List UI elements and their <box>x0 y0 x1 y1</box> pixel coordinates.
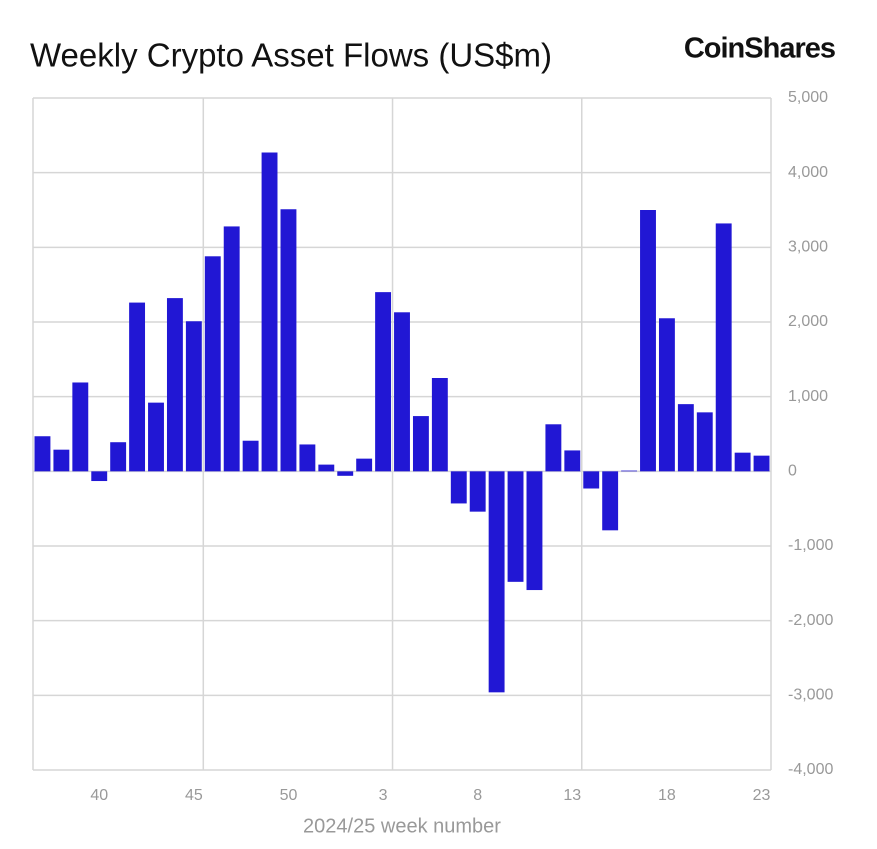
y-tick-label: -3,000 <box>788 687 833 704</box>
bar <box>715 223 732 472</box>
x-tick-label: 50 <box>280 787 298 804</box>
x-tick-label: 3 <box>379 787 388 804</box>
bar <box>375 292 392 472</box>
x-tick-label: 18 <box>658 787 676 804</box>
bar <box>91 471 108 482</box>
bar <box>110 442 127 472</box>
bar <box>658 318 675 472</box>
bar <box>507 471 524 582</box>
x-tick-label: 40 <box>90 787 108 804</box>
bar <box>545 424 562 472</box>
y-tick-label: -1,000 <box>788 537 833 554</box>
bar <box>223 226 240 472</box>
x-tick-label: 13 <box>563 787 581 804</box>
x-tick-label: 8 <box>473 787 482 804</box>
x-tick-label: 23 <box>753 787 771 804</box>
x-axis-label: 2024/25 week number <box>303 815 501 837</box>
bar <box>564 450 581 472</box>
bar <box>677 404 694 472</box>
bar <box>469 471 486 512</box>
bar <box>640 210 656 472</box>
bar <box>72 382 89 472</box>
y-tick-label: -2,000 <box>788 612 833 629</box>
bar <box>166 298 183 472</box>
y-tick-label: 4,000 <box>788 164 828 181</box>
bar <box>450 471 467 504</box>
x-tick-label: 45 <box>185 787 203 804</box>
bar <box>242 440 259 472</box>
bar <box>753 455 770 472</box>
bar <box>299 444 316 472</box>
bar <box>318 464 335 472</box>
bar <box>204 256 221 472</box>
bar <box>526 471 543 591</box>
brand-logo: CoinShares <box>684 33 835 65</box>
y-tick-label: 3,000 <box>788 239 828 256</box>
bar <box>185 321 202 472</box>
bar <box>53 449 70 472</box>
bar <box>280 209 297 472</box>
bar <box>412 416 429 472</box>
bar <box>261 152 278 472</box>
y-tick-label: 1,000 <box>788 388 828 405</box>
y-tick-label: 5,000 <box>788 89 828 106</box>
bar <box>488 471 505 693</box>
bar <box>583 471 600 489</box>
bar <box>621 470 638 472</box>
bar <box>431 378 448 472</box>
bar <box>696 412 713 472</box>
y-tick-label: 2,000 <box>788 313 828 330</box>
bar <box>129 302 146 472</box>
bar <box>356 458 373 472</box>
y-tick-label: -4,000 <box>788 761 833 778</box>
bar <box>602 471 619 531</box>
bar <box>34 436 51 472</box>
bar <box>337 471 354 476</box>
y-tick-label: 0 <box>788 463 797 480</box>
bar <box>394 312 410 472</box>
bar <box>148 402 164 472</box>
bar <box>734 452 751 472</box>
chart-title: Weekly Crypto Asset Flows (US$m) <box>30 37 552 74</box>
